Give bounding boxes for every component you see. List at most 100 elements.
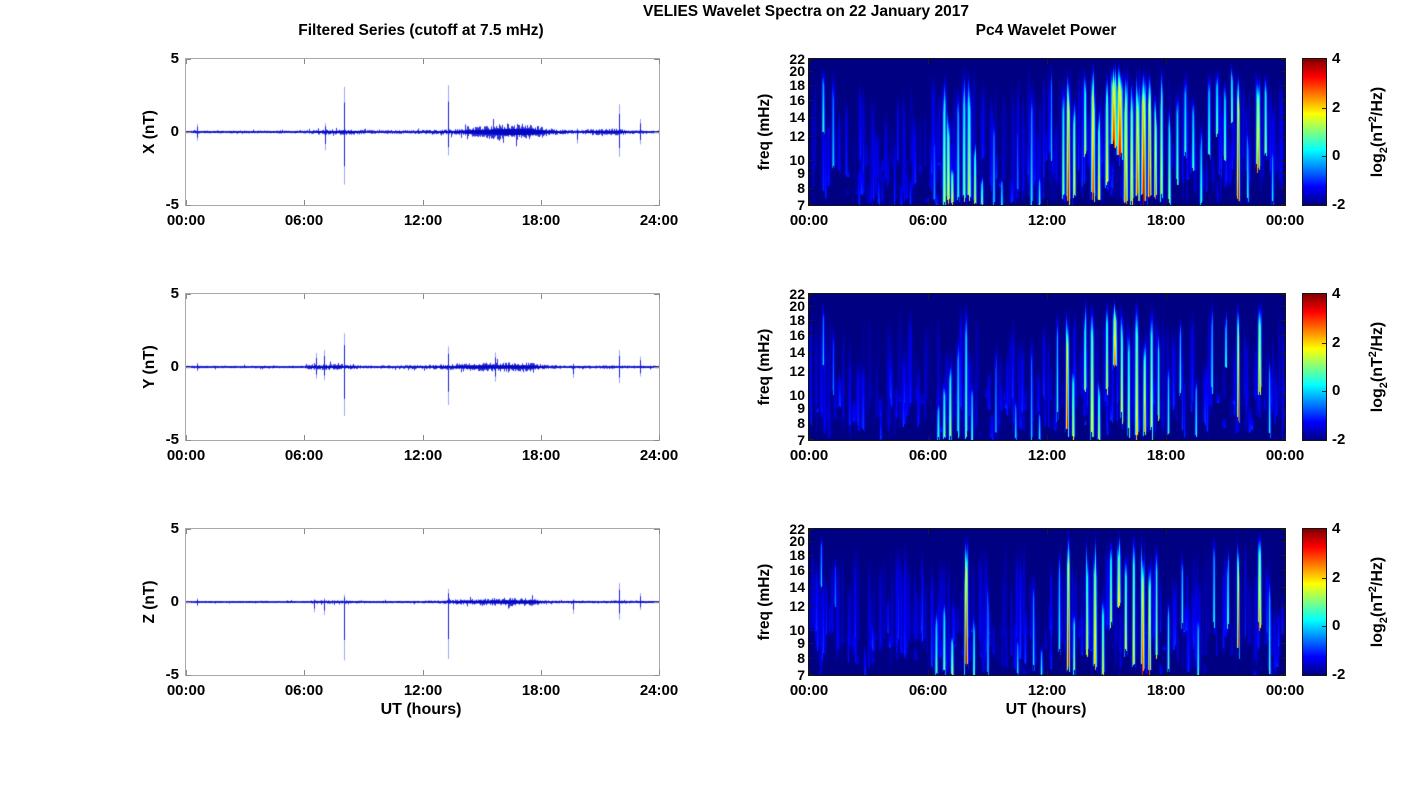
axis-tick — [809, 320, 813, 321]
x-tick-label: 00:00 — [1265, 682, 1305, 699]
freq-tick-label: 8 — [797, 415, 805, 431]
axis-tick — [1047, 435, 1048, 440]
axis-tick — [1281, 71, 1285, 72]
wavelet-panel-x: 22 20 18 16 14 12 10 9 8 7 00:00 06:00 12:00 18:00 00:… — [756, 51, 1304, 229]
x-tick-label: 18:00 — [1146, 212, 1186, 229]
axis-tick — [1281, 100, 1285, 101]
axis-tick — [809, 371, 813, 372]
axis-tick — [423, 670, 424, 675]
axis-tick — [423, 435, 424, 440]
axis-tick — [809, 658, 813, 659]
axis-tick — [1281, 439, 1285, 440]
x-tick-label: 24:00 — [639, 447, 679, 464]
axis-tick — [809, 160, 813, 161]
y-tick-label: 5 — [170, 50, 179, 67]
axis-tick — [1281, 294, 1285, 295]
axis-tick — [1322, 391, 1326, 392]
freq-tick-label: 14 — [789, 109, 805, 125]
axis-tick — [809, 630, 813, 631]
y-axis-label-x: X (nT) — [141, 110, 158, 154]
axis-tick — [186, 132, 191, 133]
colorbar-label-pre: log — [1369, 153, 1386, 178]
right-x-axis-label: UT (hours) — [1005, 701, 1087, 718]
axis-tick — [809, 59, 813, 60]
axis-tick — [304, 529, 305, 534]
axis-tick — [809, 85, 813, 86]
colorbar-gradient — [1303, 294, 1326, 440]
axis-tick — [654, 440, 659, 441]
axis-tick — [1281, 335, 1285, 336]
axis-tick — [809, 306, 813, 307]
freq-tick-label: 7 — [797, 197, 805, 213]
series-canvas-x — [186, 59, 659, 205]
axis-tick — [659, 200, 660, 205]
axis-tick — [809, 59, 810, 64]
axis-tick — [654, 132, 659, 133]
axis-tick — [654, 59, 659, 60]
axis-tick — [1281, 408, 1285, 409]
x-tick-label: 00:00 — [166, 447, 206, 464]
axis-tick — [1281, 173, 1285, 174]
freq-tick-label: 22 — [789, 286, 805, 302]
axis-tick — [1047, 670, 1048, 675]
axis-tick — [1047, 294, 1048, 299]
axis-tick — [1281, 674, 1285, 675]
axis-tick — [1281, 160, 1285, 161]
axis-tick — [654, 675, 659, 676]
freq-tick-label: 7 — [797, 432, 805, 448]
x-tick-label: 18:00 — [521, 447, 561, 464]
x-tick-label: 00:00 — [166, 212, 206, 229]
axis-tick — [541, 529, 542, 534]
x-tick-label: 06:00 — [284, 212, 324, 229]
axis-tick — [423, 294, 424, 299]
axis-tick — [186, 294, 187, 299]
series-canvas-z — [186, 529, 659, 675]
axis-tick — [1285, 200, 1286, 205]
axis-tick — [809, 188, 813, 189]
freq-tick-label: 16 — [789, 92, 805, 108]
colorbar-tick-label: 0 — [1332, 617, 1341, 634]
colorbar-tick-label: 0 — [1332, 147, 1341, 164]
axis-tick — [1281, 59, 1285, 60]
colorbar-tick-label: 2 — [1332, 99, 1341, 116]
axis-tick — [809, 335, 813, 336]
axis-tick — [809, 606, 813, 607]
y-axis-label-y: Y (nT) — [141, 345, 158, 389]
axis-tick — [659, 529, 660, 534]
axis-tick — [304, 294, 305, 299]
axis-tick — [541, 435, 542, 440]
x-tick-label: 12:00 — [403, 212, 443, 229]
axis-tick — [1322, 578, 1326, 579]
axis-tick — [186, 205, 191, 206]
x-tick-label: 18:00 — [521, 212, 561, 229]
axis-tick — [659, 435, 660, 440]
freq-tick-label: 12 — [789, 598, 805, 614]
axis-tick — [659, 294, 660, 299]
colorbar-tick-label: -2 — [1332, 431, 1346, 448]
axis-tick — [186, 435, 187, 440]
axis-tick — [659, 59, 660, 64]
axis-tick — [809, 136, 813, 137]
axis-tick — [1285, 59, 1286, 64]
axis-tick — [1281, 117, 1285, 118]
wavelet-panel-z: 22 20 18 16 14 12 10 9 8 7 00:00 06:00 12:00 18:00 00:… — [756, 521, 1304, 699]
axis-tick — [1166, 200, 1167, 205]
axis-tick — [928, 294, 929, 299]
axis-tick — [809, 71, 813, 72]
x-tick-label: 12:00 — [1027, 682, 1067, 699]
axis-tick — [928, 529, 929, 534]
y-tick-label: 0 — [170, 358, 179, 375]
colorbar-label-pre: log — [1369, 623, 1386, 648]
series-panel-z: 00:00 06:00 12:00 18:00 24:00 5 0 -5 Z (nT) — [141, 520, 678, 699]
colorbar-axis-label: log2(nT2/Hz) — [1367, 47, 1390, 217]
axis-tick — [809, 529, 813, 530]
axis-tick — [809, 541, 813, 542]
axis-tick — [1285, 529, 1286, 534]
axis-tick — [1281, 306, 1285, 307]
x-tick-label: 12:00 — [1027, 447, 1067, 464]
freq-tick-label: 14 — [789, 579, 805, 595]
freq-tick-label: 12 — [789, 128, 805, 144]
axis-tick — [1281, 423, 1285, 424]
freq-tick-label: 20 — [789, 298, 805, 314]
colorbar-label-sup: 2 — [1367, 351, 1379, 358]
